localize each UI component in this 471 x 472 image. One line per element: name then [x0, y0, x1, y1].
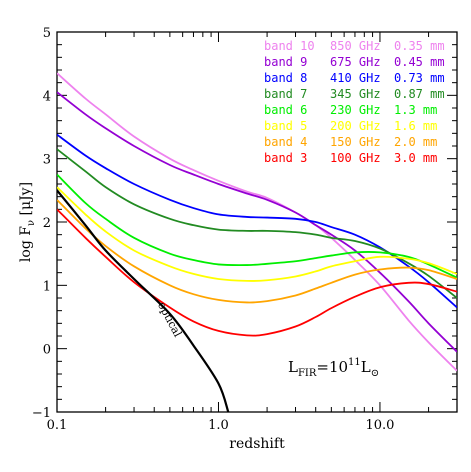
optical-curve-label: optical	[155, 300, 184, 340]
series-line-band-10	[57, 72, 457, 372]
legend-entry: band 8 410 GHz 0.73 mm	[264, 71, 445, 85]
y-axis-title: log Fν [μJy]	[18, 182, 37, 262]
legend-frequency: 150 GHz	[330, 135, 381, 149]
legend-frequency: 230 GHz	[330, 103, 381, 117]
legend-band-name: band 10	[264, 39, 315, 53]
legend-wavelength: 3.0 mm	[394, 151, 437, 165]
series-line-band-3	[57, 208, 457, 337]
y-tick-label: −1	[32, 406, 51, 421]
legend-wavelength: 0.45 mm	[394, 55, 445, 69]
legend-entry: band 4 150 GHz 2.0 mm	[264, 135, 437, 149]
legend-entry: band 3 100 GHz 3.0 mm	[264, 151, 437, 165]
ticks	[56, 31, 458, 413]
legend-band-name: band 8	[264, 71, 307, 85]
legend-band-name: band 4	[264, 135, 307, 149]
legend-entry: band 9 675 GHz 0.45 mm	[264, 55, 445, 69]
legend-band-name: band 7	[264, 87, 307, 101]
x-axis-title: redshift	[229, 436, 285, 452]
y-tick-label: 1	[43, 279, 51, 294]
series-line-band-6	[57, 173, 457, 279]
series-line-band-9	[57, 91, 457, 353]
legend-band-name: band 3	[264, 151, 307, 165]
legend-frequency: 100 GHz	[330, 151, 381, 165]
series-line-band-7	[57, 148, 457, 299]
legend-frequency: 675 GHz	[330, 55, 381, 69]
series-line-band-5	[57, 186, 457, 282]
y-tick-label: 3	[43, 153, 51, 168]
legend-wavelength: 1.3 mm	[394, 103, 437, 117]
legend-wavelength: 0.35 mm	[394, 39, 445, 53]
legend-entry: band 10 850 GHz 0.35 mm	[264, 39, 445, 53]
x-tick-label: 10.0	[365, 418, 394, 433]
series-line-optical	[57, 189, 230, 412]
y-tick-label: 0	[43, 343, 51, 358]
legend-band-name: band 5	[264, 119, 307, 133]
y-tick-label: 4	[43, 89, 51, 104]
legend-wavelength: 0.87 mm	[394, 87, 445, 101]
series-group	[57, 72, 457, 412]
luminosity-annotation: LFIR=1011L⊙	[288, 357, 379, 379]
x-tick-label: 0.1	[47, 418, 68, 433]
legend-frequency: 200 GHz	[330, 119, 381, 133]
legend-wavelength: 2.0 mm	[394, 135, 437, 149]
legend-wavelength: 1.6 mm	[394, 119, 437, 133]
series-line-band-4	[57, 199, 457, 304]
legend-band-name: band 6	[264, 103, 307, 117]
legend-entry: band 7 345 GHz 0.87 mm	[264, 87, 445, 101]
legend-band-name: band 9	[264, 55, 307, 69]
tick-labels: 0.1 1.0 10.0 −1 0 1 2 3 4 5	[32, 26, 395, 433]
y-tick-label: 2	[43, 216, 51, 231]
legend-entry: band 6 230 GHz 1.3 mm	[264, 103, 437, 117]
legend-frequency: 850 GHz	[330, 39, 381, 53]
y-tick-label: 5	[43, 26, 51, 41]
legend-entry: band 5 200 GHz 1.6 mm	[264, 119, 437, 133]
x-tick-label: 1.0	[208, 418, 229, 433]
legend-frequency: 345 GHz	[330, 87, 381, 101]
legend-wavelength: 0.73 mm	[394, 71, 445, 85]
legend: band 10 850 GHz 0.35 mm band 9 675 GHz 0.45 m…	[264, 39, 445, 165]
legend-frequency: 410 GHz	[330, 71, 381, 85]
